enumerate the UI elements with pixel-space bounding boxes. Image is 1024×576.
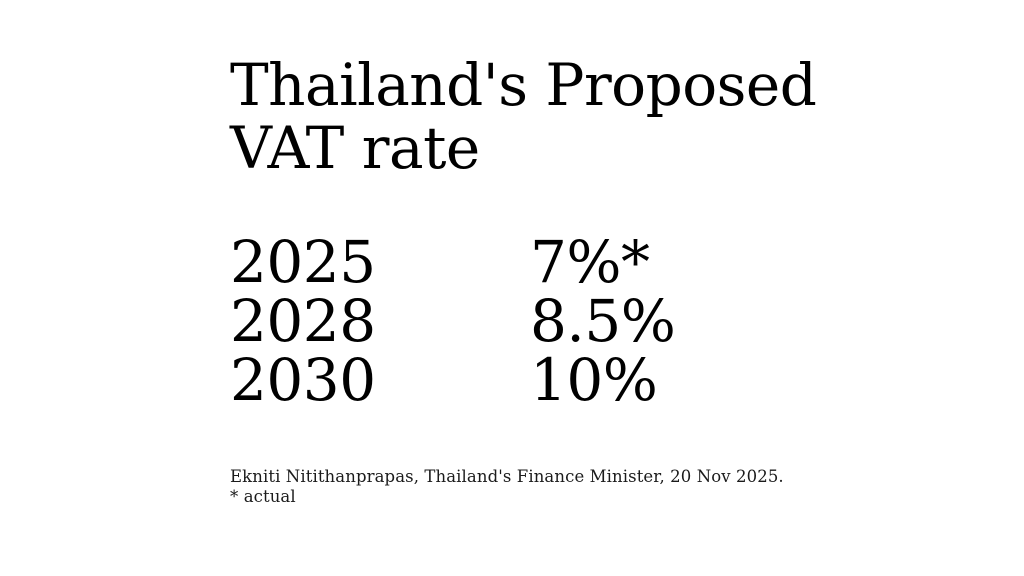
year-label: 2028 [230, 287, 376, 355]
title-line-2: VAT rate [230, 114, 480, 182]
year-label: 2025 [230, 228, 376, 296]
footer: Ekniti Nitithanprapas, Thailand's Financ… [230, 467, 784, 507]
table-row: 2028 8.5% [230, 287, 676, 355]
table-row: 2030 10% [230, 351, 675, 410]
source-line: Ekniti Nitithanprapas, Thailand's Financ… [230, 467, 784, 486]
vat-rate-table: 2025 7%* 2028 8.5% 2030 10% [230, 233, 676, 410]
table-row: 2025 7%* [230, 233, 675, 292]
title-line-1: Thailand's Proposed [230, 51, 817, 119]
rate-value: 8.5% [530, 287, 676, 355]
page-title: Thailand's Proposed VAT rate [230, 51, 817, 182]
rate-value: 7%* [530, 228, 650, 296]
footnote-line: * actual [230, 487, 296, 506]
year-label: 2030 [230, 346, 376, 414]
rate-value: 10% [530, 346, 658, 414]
